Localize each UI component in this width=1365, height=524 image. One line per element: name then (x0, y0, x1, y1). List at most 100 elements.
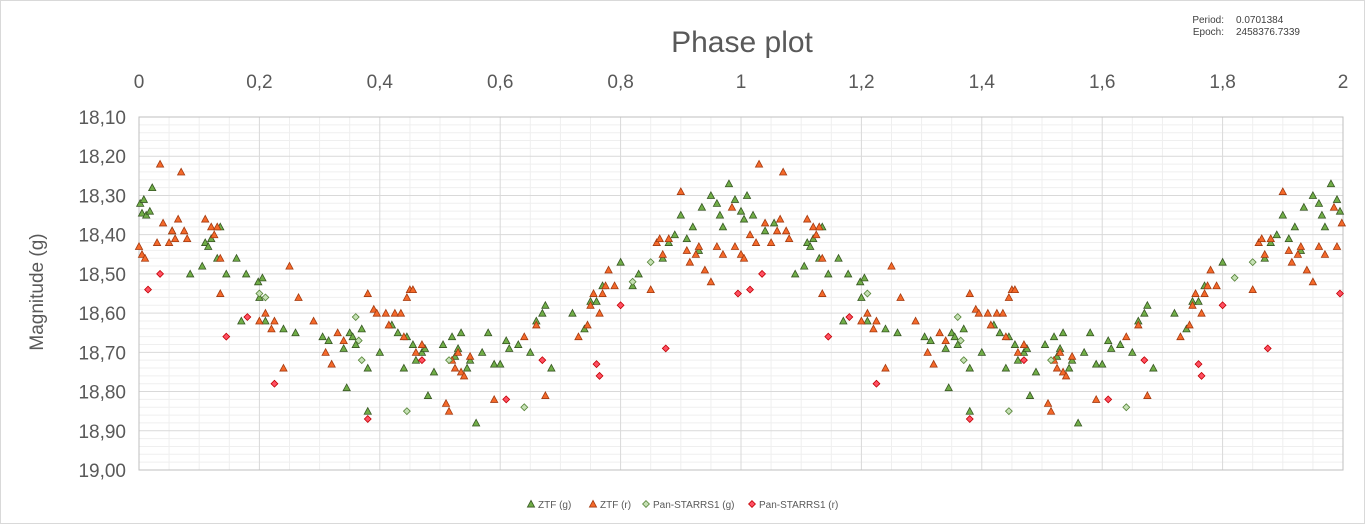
ztf-g-point (1317, 210, 1327, 219)
ztf-r-point (215, 289, 225, 297)
ztf-r-point (209, 230, 219, 239)
ztf-r-point (408, 285, 418, 294)
ztf-r-point (664, 234, 674, 243)
legend-item: ZTF (r) (588, 499, 631, 511)
ztf-g-point (253, 277, 263, 286)
ztf-g-point (1040, 340, 1050, 348)
ztf-r-point (333, 328, 342, 337)
ps1-r-point (734, 289, 742, 298)
legend-item: Pan-STARRS1 (g) (642, 500, 735, 511)
ztf-g-point (634, 269, 643, 278)
ztf-r-point (215, 253, 225, 262)
ztf-r-point (279, 363, 288, 372)
ztf-g-point (855, 277, 865, 286)
ztf-g-point (345, 328, 354, 337)
ps1-r-point (156, 269, 165, 278)
ztf-g-point (1022, 343, 1032, 352)
ps1-r-point (1194, 360, 1203, 369)
ztf-r-point (390, 308, 400, 317)
ztf-r-point (745, 230, 755, 239)
y-tick-label: 18,60 (78, 304, 126, 325)
ztf-g-point (995, 328, 1005, 337)
ztf-r-point (1329, 202, 1339, 211)
ztf-r-point (682, 245, 692, 254)
ps1-r-point (1336, 289, 1344, 298)
ztf-g-point (739, 214, 749, 223)
ztf-g-point (137, 208, 147, 217)
ztf-r-point (817, 289, 827, 297)
epoch-label: Epoch: (1192, 27, 1224, 38)
ztf-g-point (538, 308, 547, 317)
ztf-r-point (1278, 187, 1288, 195)
ztf-g-point (730, 194, 740, 203)
ztf-r-point (1010, 285, 1020, 294)
ztf-g-point (944, 383, 953, 392)
y-axis-ticks: 18,10 18,20 18,30 18,40 18,50 18,60 18,70 18,80… (78, 108, 126, 482)
ps1-g-point (953, 313, 962, 321)
x-tick-label: 1,6 (1089, 72, 1115, 93)
ztf-g-point (769, 218, 779, 227)
ztf-r-point (459, 371, 469, 380)
ztf-r-point (712, 241, 722, 250)
ztf-g-point (541, 300, 550, 309)
ztf-r-point (971, 304, 981, 313)
ztf-g-point (1299, 202, 1309, 211)
ps1-r-point (1263, 344, 1272, 353)
ztf-g-point (429, 367, 439, 376)
ztf-r-point (1308, 277, 1318, 286)
ztf-g-point (860, 273, 869, 282)
ztf-r-point (760, 218, 770, 227)
chart-title: Phase plot (671, 26, 813, 59)
ps1-g-point (628, 277, 637, 286)
ztf-g-point (417, 347, 427, 356)
ztf-g-point (420, 343, 430, 352)
ztf-g-point (185, 269, 195, 278)
ztf-g-point (1025, 391, 1035, 399)
ztf-r-point (694, 241, 704, 250)
ztf-r-point (772, 226, 782, 235)
ztf-r-point (1013, 347, 1023, 356)
legend-item: Pan-STARRS1 (r) (748, 500, 838, 511)
ztf-r-point (1055, 347, 1065, 356)
ztf-r-point (1203, 281, 1212, 290)
ztf-g-point (688, 222, 698, 231)
ps1-g-point (959, 356, 968, 365)
x-tick-label: 1,4 (969, 72, 996, 93)
y-tick-label: 19,00 (78, 461, 126, 482)
period-label: Period: (1192, 15, 1224, 26)
ztf-g-point (799, 261, 809, 270)
ztf-g-point (483, 328, 493, 337)
ztf-r-point (811, 230, 821, 239)
ztf-r-point (863, 308, 872, 317)
x-tick-label: 0 (134, 72, 145, 93)
ztf-r-point (1248, 285, 1257, 294)
legend-item: ZTF (g) (526, 499, 571, 511)
ztf-r-point (1122, 332, 1131, 341)
ztf-r-point (817, 253, 827, 262)
ztf-r-point (396, 308, 406, 317)
ztf-g-point (438, 340, 448, 348)
ztf-r-point (574, 332, 583, 341)
y-tick-label: 18,50 (78, 265, 126, 286)
ztf-r-point (176, 167, 186, 176)
ztf-r-point (604, 265, 613, 274)
ztf-g-point (736, 206, 746, 215)
ztf-g-point (324, 336, 333, 345)
ps1-g-point (445, 356, 453, 365)
ps1-r-point (965, 415, 974, 423)
ztf-r-point (754, 159, 764, 168)
ztf-g-point (1308, 191, 1318, 199)
ztf-g-point (408, 340, 418, 348)
ps1-r-point (1104, 395, 1113, 404)
ztf-g-point (399, 363, 409, 372)
ztf-r-point (1191, 289, 1200, 297)
ps1-r-point (595, 371, 604, 380)
y-axis-label: Magnitude (g) (27, 233, 48, 350)
ztf-r-point (1314, 241, 1324, 250)
ztf-g-point (1143, 300, 1152, 309)
ztf-r-point (384, 320, 394, 329)
ztf-g-point (1001, 363, 1011, 372)
y-tick-label: 18,70 (78, 343, 126, 364)
ztf-g-point (1218, 257, 1227, 266)
ztf-r-point (646, 285, 655, 294)
